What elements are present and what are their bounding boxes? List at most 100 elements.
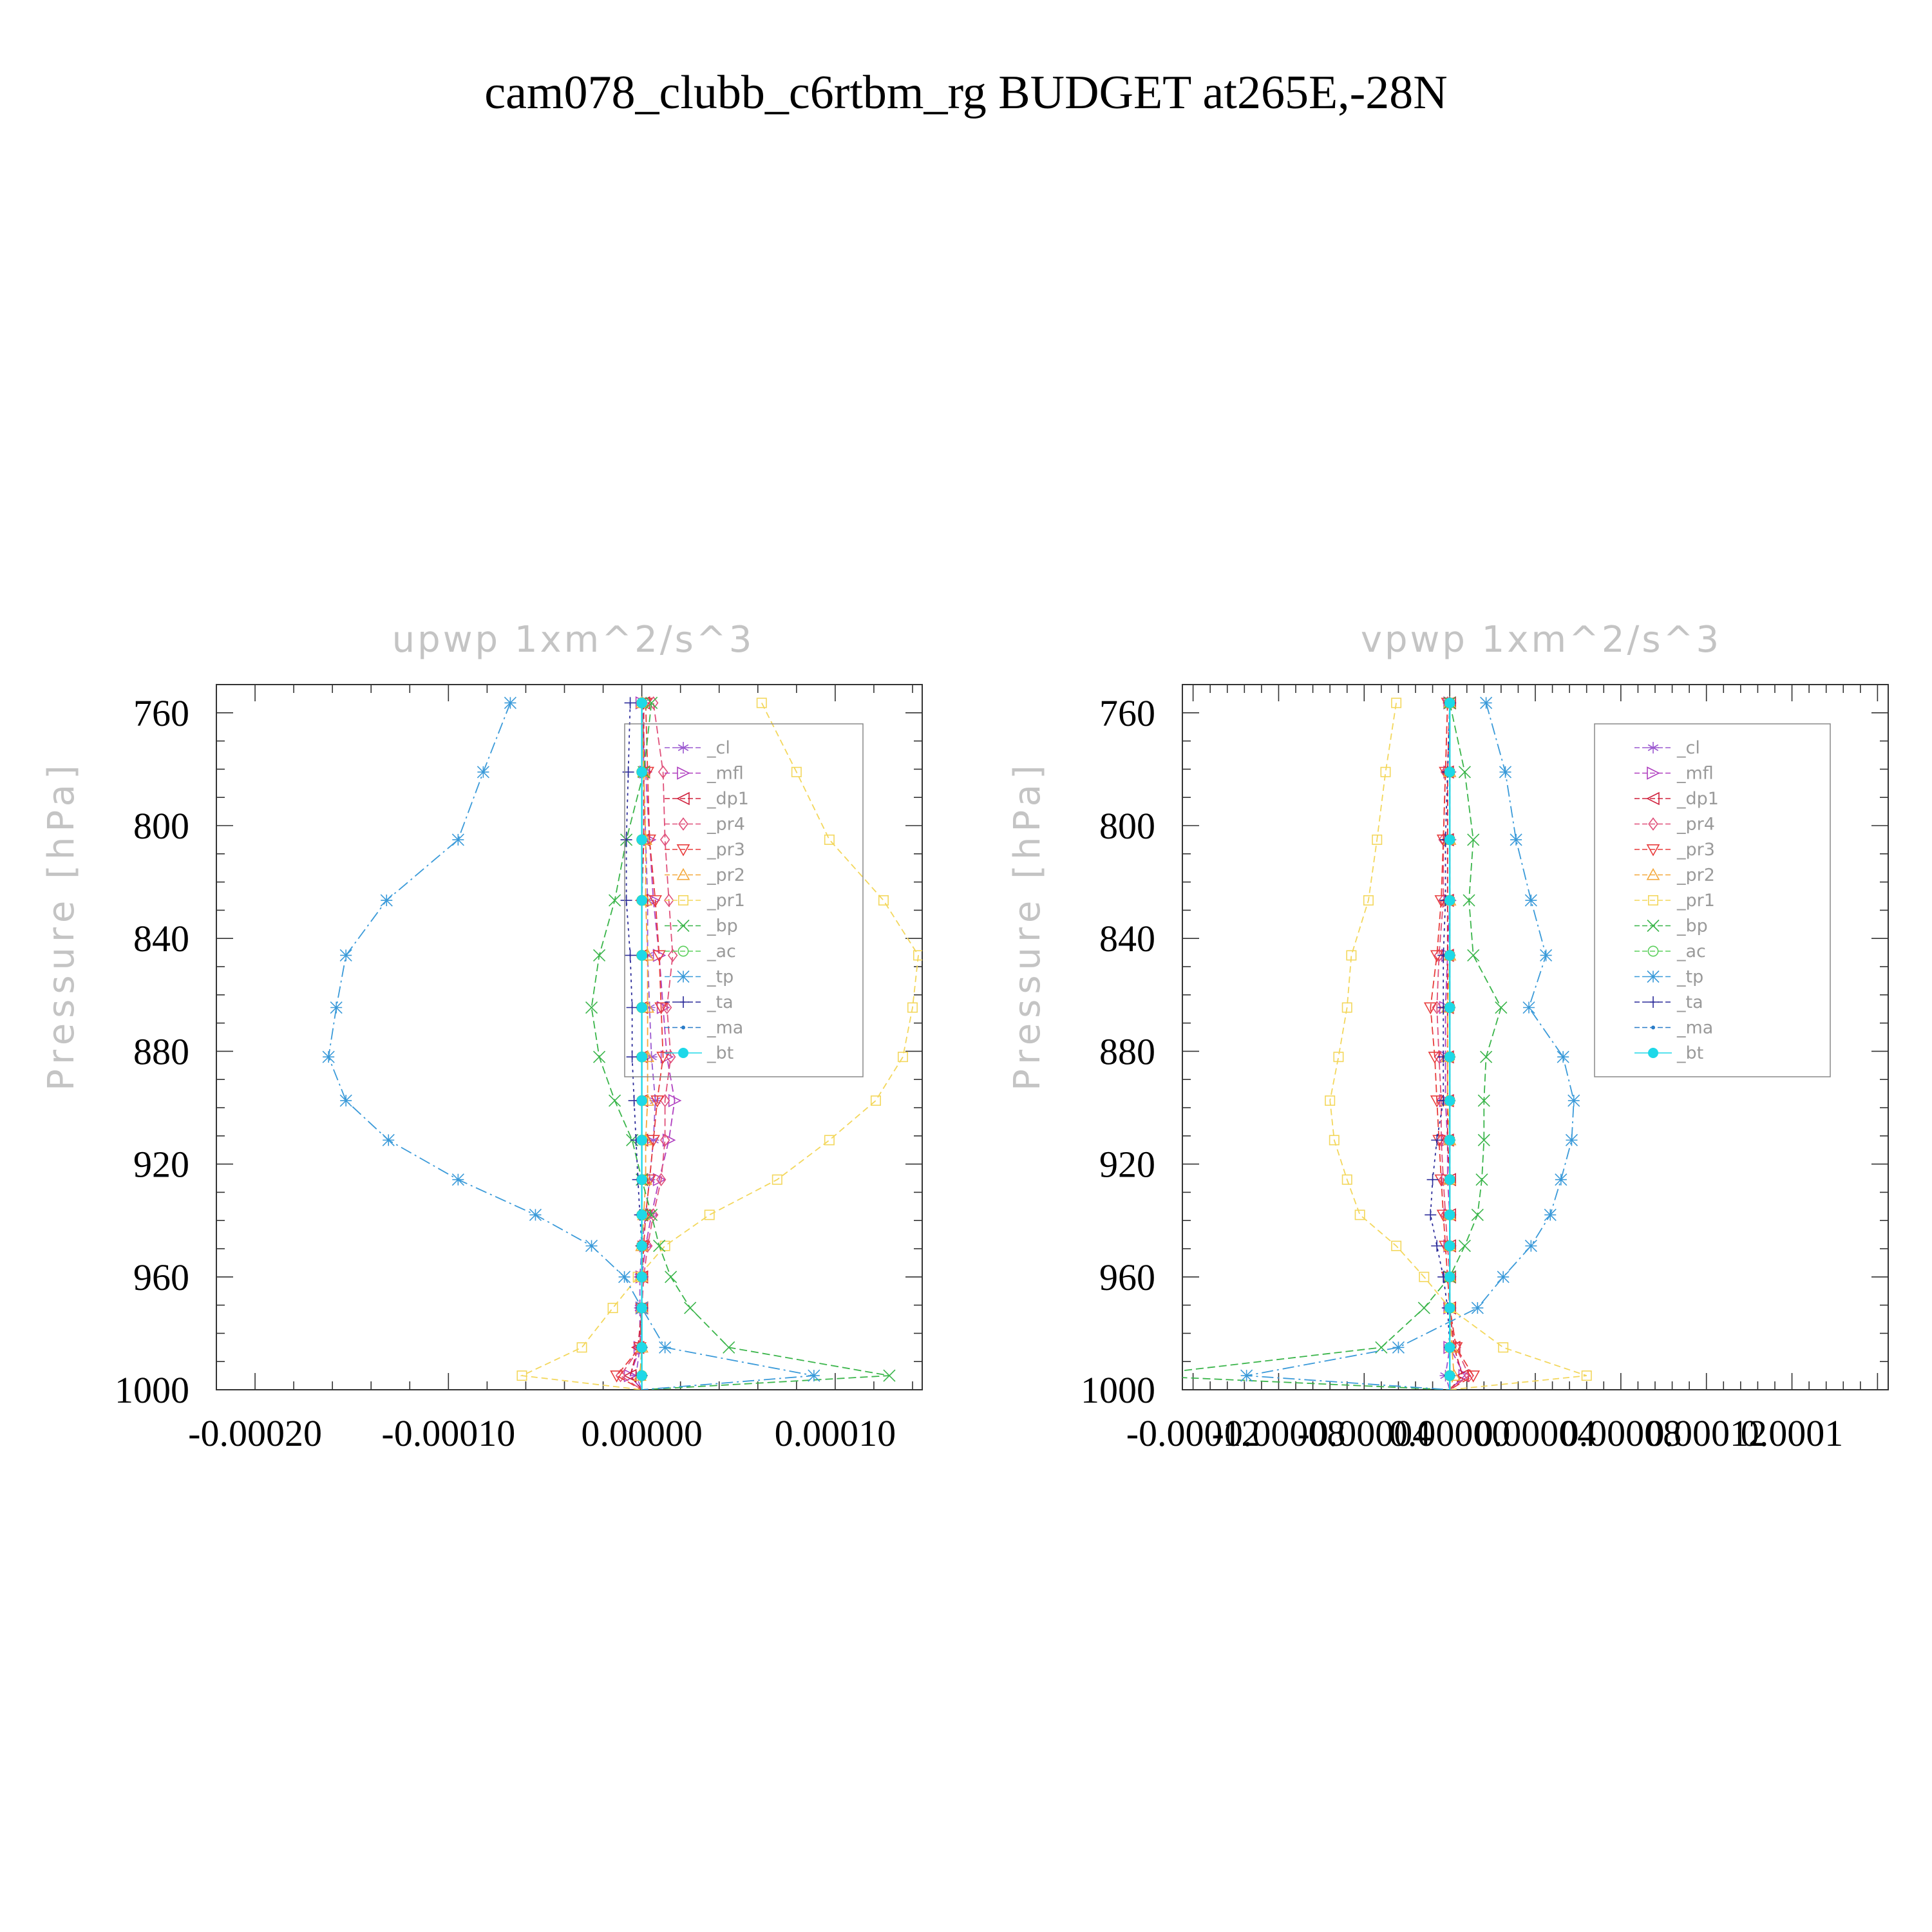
- legend-marker_pr1: [678, 895, 689, 906]
- legend-label_cl: _cl: [1676, 738, 1700, 758]
- series-point_pr3: [1434, 895, 1448, 907]
- series-line_pr1: [1329, 703, 1587, 1390]
- series-point_tp: [504, 696, 516, 710]
- legend-label_dp1: _dp1: [706, 789, 749, 809]
- series-point_tp: [477, 766, 489, 779]
- y-tick-label: 960: [133, 1256, 189, 1298]
- legend-marker_tp: [677, 970, 690, 983]
- legend-label_pr3: _pr3: [706, 840, 745, 860]
- series-point_tp: [1499, 766, 1512, 779]
- series-point_bp: [684, 1302, 697, 1314]
- series-point_bt: [636, 766, 647, 777]
- plot-frame: [216, 684, 923, 1390]
- series-point_pr4: [656, 1173, 667, 1187]
- legend-marker_dp1: [676, 791, 690, 806]
- legend-marker_ta: [677, 996, 689, 1008]
- series-point_mfl: [662, 1133, 676, 1147]
- legend-marker_bt: [1648, 1048, 1658, 1058]
- upwp-panel-title: upwp 1xm^2/s^3: [392, 619, 755, 661]
- series-point_bp: [1480, 1050, 1493, 1063]
- series-point_bt: [1444, 1209, 1455, 1220]
- legend-marker_mfl: [1647, 766, 1660, 780]
- series-point_pr4: [663, 893, 674, 907]
- series-point_pr3: [656, 1052, 670, 1064]
- series-point_pr4: [1434, 1050, 1444, 1064]
- series-point_bt: [636, 697, 647, 708]
- vpwp-panel-title: vpwp 1xm^2/s^3: [1361, 619, 1721, 661]
- legend-label_ma: _ma: [706, 1018, 743, 1038]
- series-point_bp: [645, 1208, 658, 1222]
- series-point_tp: [380, 894, 393, 907]
- series-point_bp: [653, 1240, 666, 1253]
- series-point_bp: [665, 1271, 677, 1283]
- series-point_pr1: [897, 1052, 908, 1063]
- series-point_pr1: [516, 1370, 527, 1381]
- legend-label_dp1: _dp1: [1676, 789, 1719, 809]
- x-tick-label: -0.00010: [381, 1412, 515, 1454]
- series-point_pr1: [1498, 1342, 1509, 1353]
- legend-label_bp: _bp: [706, 916, 738, 936]
- series-point_bt: [1444, 1174, 1455, 1185]
- x-tick-label: -0.00012: [1126, 1412, 1260, 1454]
- y-tick-label: 960: [1099, 1256, 1155, 1298]
- series-point_pr1: [1341, 1174, 1352, 1185]
- series-point_bp: [1467, 949, 1480, 962]
- x-tick-label: 0.00010: [775, 1412, 896, 1454]
- series-point_tp: [339, 1094, 352, 1107]
- series-point_bt: [1444, 950, 1455, 961]
- series-point_bp: [723, 1341, 735, 1354]
- x-tick-label: -0.00004: [1297, 1412, 1431, 1454]
- vpwp-y-axis-label: Pressure [hPa]: [1007, 760, 1048, 1091]
- series-point_bt: [636, 834, 647, 845]
- legend-label_ma: _ma: [1676, 1018, 1713, 1038]
- series-point_bp: [1477, 1133, 1490, 1146]
- legend-marker_ma: [1651, 1025, 1655, 1030]
- legend-label_ac: _ac: [1676, 942, 1706, 961]
- series-point_pr4: [1432, 1001, 1442, 1014]
- series-point_pr1: [1419, 1271, 1430, 1282]
- legend-marker_pr4: [1648, 817, 1658, 831]
- series-point_pr4: [1434, 949, 1444, 962]
- series-point_bp: [1467, 833, 1480, 846]
- series-point_pr4: [659, 833, 670, 847]
- series-point_pr3: [1466, 1370, 1481, 1383]
- series-point_mfl: [1458, 1368, 1472, 1383]
- series-point_bp: [585, 1001, 598, 1014]
- legend-marker_bp: [677, 919, 690, 933]
- legend-marker_pr2: [676, 867, 690, 880]
- legend-label_pr4: _pr4: [1676, 815, 1715, 835]
- series-point_tp: [1524, 1240, 1537, 1253]
- series-point_pr1: [824, 1135, 835, 1146]
- series-point_ta: [624, 697, 636, 709]
- series-line_pr3: [616, 703, 664, 1390]
- y-tick-label: 760: [133, 692, 189, 734]
- series-point_pr1: [1329, 1135, 1340, 1146]
- series-point_tp: [339, 949, 352, 962]
- upwp-panel: upwp 1xm^2/s^3 Pressure [hPa] 760 800 840 8…: [41, 619, 923, 1454]
- series-point_ta: [1431, 1240, 1443, 1252]
- legend-label_mfl: _mfl: [706, 764, 744, 784]
- series-point_pr1: [791, 766, 802, 777]
- legend-marker_cl: [677, 742, 689, 753]
- series-line_mfl: [629, 703, 676, 1390]
- y-tick-label: 760: [1099, 692, 1155, 734]
- series-point_tp: [1555, 1173, 1567, 1186]
- series-point_bt: [636, 895, 647, 906]
- legend-label_tp: _tp: [1676, 967, 1703, 987]
- series-point_tp: [322, 1050, 335, 1063]
- series-point_pr3: [1434, 1174, 1448, 1187]
- series-point_bp: [645, 696, 658, 710]
- series-point_bt: [636, 1095, 647, 1106]
- series-point_pr3: [647, 1135, 660, 1148]
- series-point_pr3: [652, 950, 666, 963]
- series-point_bt: [1444, 1271, 1455, 1282]
- plot-area: [322, 696, 922, 1390]
- legend-marker_ac: [677, 945, 689, 957]
- series-line_pr4: [620, 703, 674, 1390]
- series-point_pr4: [1436, 1133, 1446, 1147]
- series-point_tp: [1510, 833, 1522, 846]
- legend-marker_ac: [1647, 945, 1659, 957]
- legend-label_cl: _cl: [706, 738, 730, 758]
- vpwp-panel: vpwp 1xm^2/s^3 Pressure [hPa] 760 800 840 8…: [1007, 619, 1889, 1454]
